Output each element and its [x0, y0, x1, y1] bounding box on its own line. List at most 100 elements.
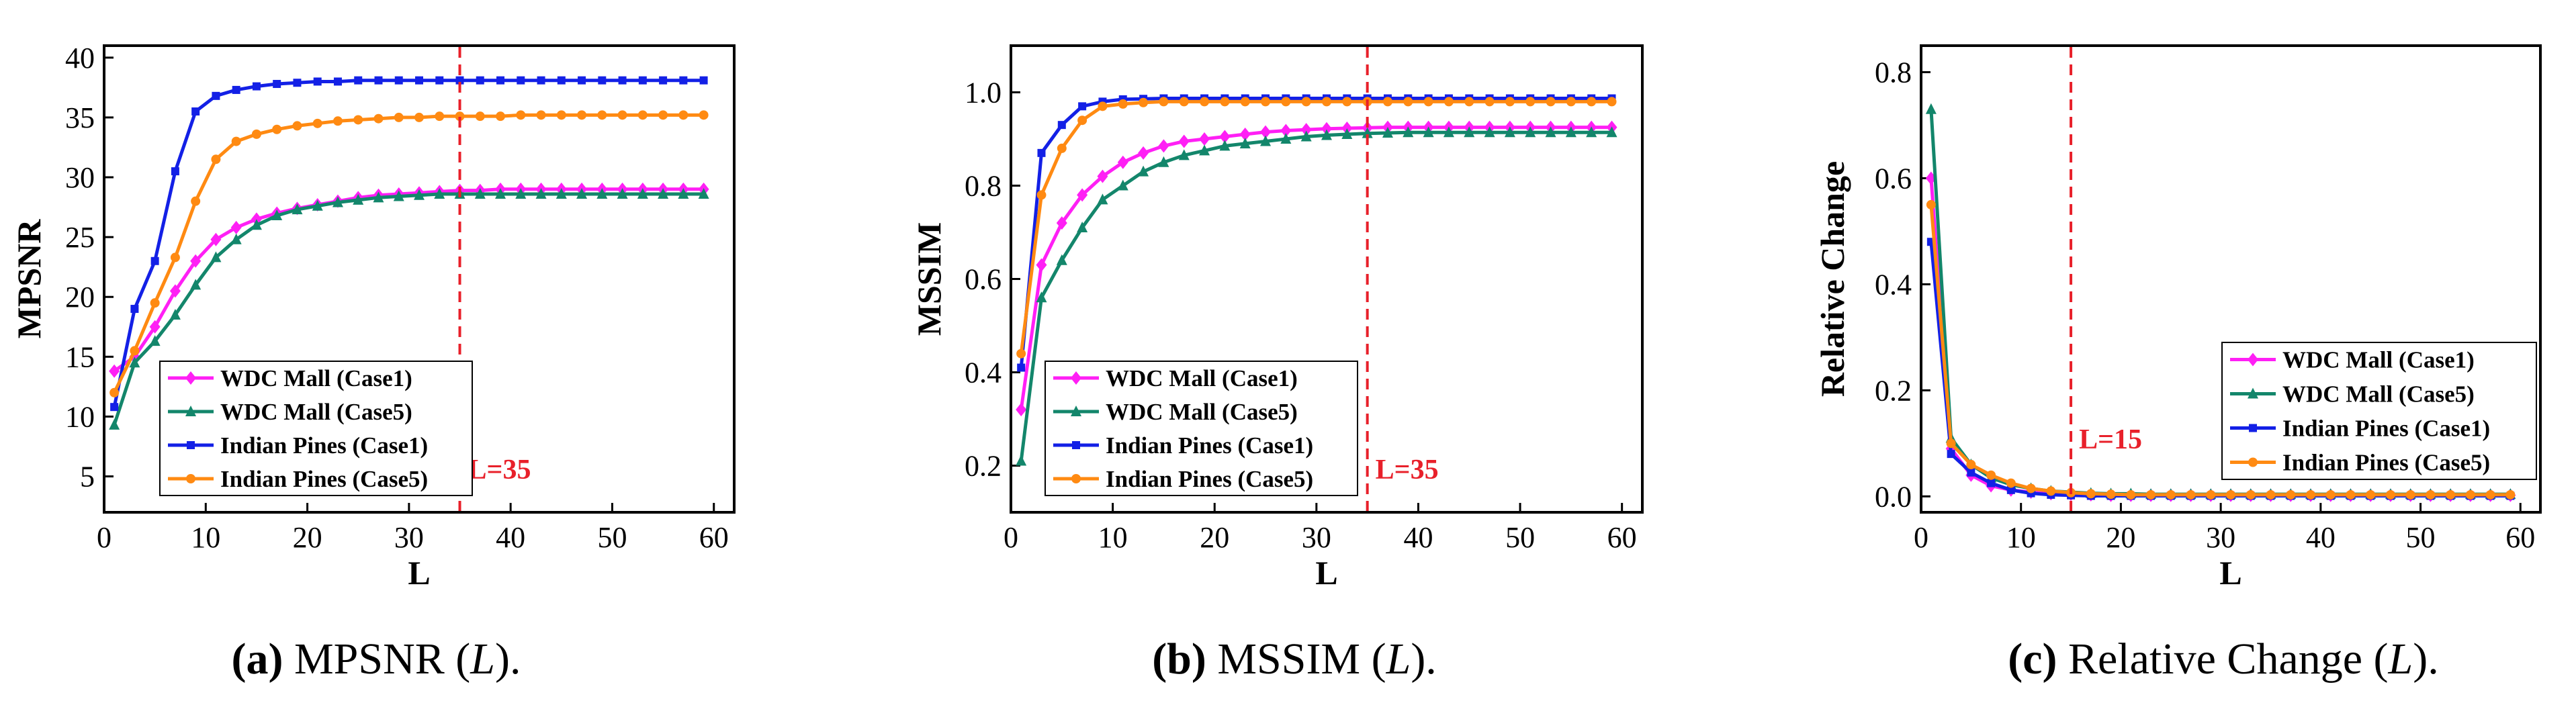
relchange-data-point: [2485, 489, 2495, 500]
mpsnr-data-point: [191, 196, 201, 206]
mssim-legend-swatch-marker: [1072, 441, 1080, 449]
relchange-legend-box: [2221, 342, 2537, 480]
relchange-xtick-label: 40: [2306, 521, 2336, 554]
relchange-data-point: [2106, 489, 2116, 500]
mpsnr-data-point: [171, 167, 179, 176]
mpsnr-data-point: [230, 233, 242, 244]
mssim-ytick-label: 0.2: [965, 450, 1002, 483]
mpsnr-data-point: [474, 187, 486, 199]
mpsnr-data-point: [292, 203, 303, 215]
mpsnr-data-point: [373, 113, 384, 124]
mpsnr-data-point: [129, 357, 140, 368]
mssim-legend-swatch-marker: [1071, 474, 1081, 483]
relchange-data-point: [1947, 450, 1955, 459]
relchange-data-point: [2266, 489, 2276, 500]
mpsnr-data-point: [434, 187, 445, 199]
mpsnr-plot-frame: [103, 44, 736, 514]
mpsnr-data-point: [414, 189, 425, 200]
relchange-data-point: [2405, 489, 2415, 500]
mpsnr-data-point: [353, 115, 363, 125]
relchange-plot-frame: [1920, 44, 2542, 514]
mssim-data-point: [1342, 97, 1352, 107]
mpsnr-data-point: [637, 110, 648, 120]
mssim-data-point: [1200, 97, 1210, 107]
mpsnr-series-line: [112, 79, 704, 408]
mpsnr-data-point: [212, 91, 220, 100]
mpsnr-data-point: [557, 76, 566, 85]
relchange-data-point: [2385, 489, 2395, 500]
mpsnr-data-point: [536, 110, 546, 120]
mssim-legend-swatch-marker: [1071, 406, 1081, 416]
mssim-data-point: [1056, 216, 1067, 230]
mpsnr-data-point: [516, 110, 526, 120]
relchange-data-point: [2086, 489, 2096, 499]
mssim-data-point: [1219, 130, 1231, 144]
chart-mssim: 0 10 20 30 40 50 60 0.2 0.4 0.6 0.8 1.0 L MSSIM L=35 WD…: [910, 44, 1644, 592]
mssim-data-point: [1322, 97, 1331, 107]
mssim-data-point: [1443, 126, 1454, 138]
mpsnr-data-point: [210, 251, 222, 263]
mssim-data-point: [1280, 133, 1292, 144]
relchange-data-point: [2366, 489, 2376, 500]
mssim-data-point: [1301, 97, 1311, 107]
mpsnr-data-point: [658, 187, 669, 199]
mssim-legend-label: WDC Mall (Case5): [1106, 399, 1298, 425]
mpsnr-data-point: [190, 254, 202, 268]
mpsnr-series-4: [109, 110, 709, 397]
mssim-x-axis-label: L: [1315, 554, 1337, 592]
relchange-xtick-label: 20: [2106, 521, 2135, 554]
mssim-data-point: [1281, 97, 1291, 107]
relchange-data-point: [2126, 489, 2136, 500]
mpsnr-data-point: [251, 129, 261, 139]
mpsnr-data-point: [273, 80, 281, 89]
mpsnr-data-point: [191, 107, 200, 116]
mssim-legend-item-2: WDC Mall (Case5): [1053, 399, 1298, 425]
mssim-data-point: [1036, 190, 1047, 200]
mssim-data-point: [1017, 363, 1026, 372]
relchange-reference-label: L=15: [2079, 424, 2142, 455]
relchange-xtick-label: 0: [1914, 521, 1928, 554]
relchange-data-point: [2226, 489, 2235, 500]
mssim-ytick-label: 1.0: [965, 77, 1002, 109]
relchange-data-point: [2505, 489, 2516, 500]
mssim-ytick-label: 0.4: [965, 357, 1002, 389]
mssim-reference-label: L=35: [1376, 455, 1439, 485]
mssim-data-point: [1057, 143, 1067, 153]
relchange-legend-item-4: Indian Pines (Case5): [2230, 450, 2490, 476]
mssim-data-point: [1037, 148, 1046, 157]
mpsnr-data-point: [617, 187, 628, 199]
mssim-data-point: [1586, 126, 1597, 138]
mssim-series-1: [1016, 120, 1617, 417]
relchange-legend: WDC Mall (Case1) WDC Mall (Case5) Indian P…: [2221, 342, 2537, 480]
mssim-data-point: [1158, 139, 1169, 153]
mssim-data-point: [1546, 97, 1556, 107]
mpsnr-data-point: [272, 124, 282, 134]
mssim-data-point: [1423, 126, 1434, 138]
relchange-data-point: [2286, 489, 2296, 500]
mpsnr-series-line: [113, 187, 704, 373]
mpsnr-data-point: [312, 118, 322, 128]
relchange-data-point: [2006, 485, 2015, 494]
relchange-data-point: [2346, 489, 2356, 500]
mssim-legend-item-3: Indian Pines (Case1): [1053, 432, 1313, 459]
mpsnr-data-point: [210, 232, 222, 246]
relchange-legend-label: WDC Mall (Case5): [2282, 381, 2475, 408]
mpsnr-data-point: [496, 76, 505, 85]
mpsnr-data-point: [678, 110, 689, 120]
relchange-legend-label: Indian Pines (Case1): [2282, 416, 2490, 442]
mpsnr-data-point: [455, 76, 464, 85]
relchange-xtick-label: 50: [2406, 521, 2436, 554]
mpsnr-data-point: [699, 110, 709, 120]
mpsnr-data-point: [109, 364, 120, 378]
mpsnr-data-point: [393, 190, 404, 201]
mpsnr-data-point: [394, 76, 403, 85]
mpsnr-xtick-label: 30: [394, 521, 424, 554]
relchange-data-point: [2426, 489, 2436, 500]
relchange-ytick-label: 0.0: [1875, 480, 1912, 513]
mpsnr-data-point: [230, 220, 242, 234]
mpsnr-legend-swatch-marker: [185, 371, 196, 385]
relchange-data-point: [2146, 489, 2156, 500]
mssim-data-point: [1423, 97, 1433, 107]
mssim-data-point: [1565, 126, 1576, 138]
relchange-data-point: [1967, 468, 1975, 477]
